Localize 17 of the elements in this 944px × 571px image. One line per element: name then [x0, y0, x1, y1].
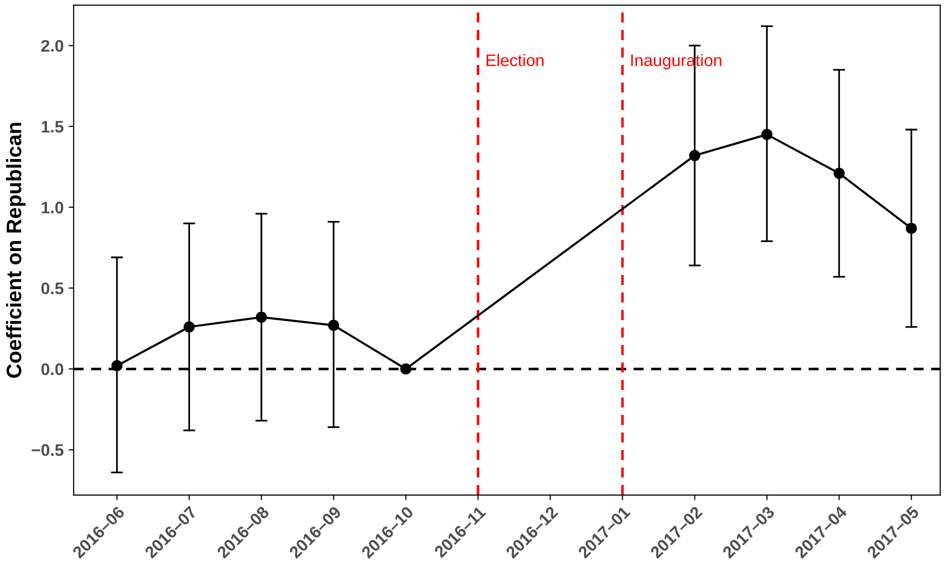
point	[328, 320, 340, 331]
y-tick-label: −0.5	[32, 444, 64, 456]
ref-line-label: Election	[486, 54, 544, 66]
point	[834, 168, 845, 179]
point	[256, 312, 267, 323]
y-tick-label: 0.5	[41, 282, 64, 294]
y-tick-label: 2.0	[41, 40, 64, 52]
point	[906, 222, 917, 234]
y-tick-label: 1.0	[42, 202, 64, 214]
point	[689, 150, 700, 162]
point	[111, 360, 123, 372]
point	[400, 363, 412, 374]
y-tick-label: 1.5	[42, 120, 64, 133]
y-axis-title: Coefficient on Republican	[6, 122, 26, 378]
y-tick-label: 0.0	[41, 363, 64, 376]
point	[761, 128, 772, 140]
point	[184, 321, 195, 332]
